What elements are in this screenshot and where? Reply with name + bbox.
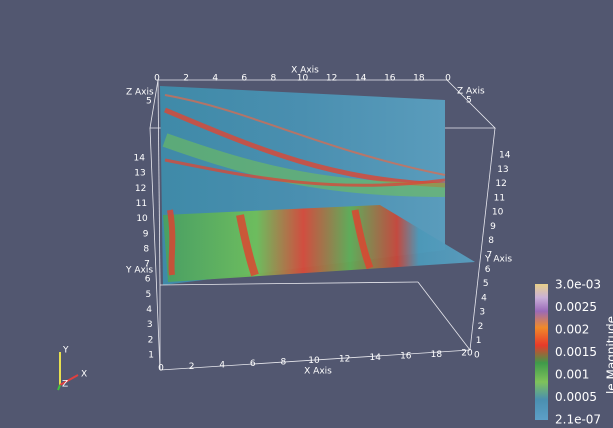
axis-tick-label: 0 (158, 364, 164, 374)
axis-tick-label: 1 (148, 351, 154, 361)
axis-tick-label: 12 (135, 184, 146, 194)
axis-tick-label: 2 (148, 335, 154, 345)
axis-tick-label: 10 (297, 74, 309, 84)
legend-label: 2.1e-07 (555, 413, 601, 427)
axis-tick-label: 0 (154, 74, 160, 84)
legend-label: 3.0e-03 (555, 278, 601, 292)
legend-title: le Magnitude (605, 316, 613, 394)
axis-tick-label: 5 (483, 279, 489, 289)
axis-tick-label: 13 (497, 165, 508, 175)
axis-tick-label: 2 (189, 362, 195, 372)
axis-tick-label: 4 (219, 361, 225, 371)
axis-tick-label: 20 (461, 349, 473, 359)
field-band (170, 210, 172, 275)
axis-tick-label: 5 (466, 96, 472, 106)
axis-tick-label: 12 (326, 74, 337, 84)
axis-tick-label: 10 (136, 214, 148, 224)
axis-tick-label: 3 (147, 320, 153, 330)
orientation-z (58, 385, 60, 390)
axis-tick-label: 4 (481, 293, 487, 303)
color-bar (535, 284, 548, 420)
axis-tick-label: 10 (492, 208, 504, 218)
box-edge (158, 80, 160, 285)
axis-tick-label: 5 (145, 290, 151, 300)
axis-tick-label: 6 (145, 275, 151, 285)
axis-tick-label: 9 (490, 222, 496, 232)
axis-tick-label: 8 (143, 244, 149, 254)
axis-tick-label: 2 (183, 74, 189, 84)
axis-tick-label: 7 (144, 260, 150, 270)
axis-tick-label: 12 (495, 179, 506, 189)
axis-tick-label: 6 (485, 265, 491, 275)
render-view: Y X Z X Axis X Axis Z Axis Z Axis Y Axis… (0, 0, 613, 428)
box-edge (160, 282, 418, 285)
axis-tick-label: 14 (355, 74, 367, 84)
legend-label: 0.0015 (555, 345, 597, 359)
axis-tick-label: 9 (143, 229, 149, 239)
axis-tick-label: 4 (212, 74, 218, 84)
axis-tick-label: 7 (487, 251, 493, 261)
axis-tick-label: 10 (308, 356, 320, 366)
axis-tick-label: 2 (478, 322, 484, 332)
orientation-x-label: X (81, 370, 87, 380)
axis-tick-label: 14 (369, 353, 381, 363)
axis-tick-label: 16 (384, 74, 396, 84)
axis-tick-label: 8 (281, 358, 287, 368)
axis-tick-label: 11 (494, 193, 505, 203)
box-edge (418, 282, 470, 350)
legend-label: 0.0025 (555, 300, 597, 314)
axis-tick-label: 6 (241, 74, 247, 84)
axis-tick-label: 4 (146, 305, 152, 315)
axis-tick-label: 5 (146, 97, 152, 107)
axis-title: X Axis (304, 367, 332, 377)
orientation-y-label: Y (62, 346, 69, 356)
axis-tick-label: 18 (431, 350, 443, 360)
axis-tick-label: 11 (136, 199, 147, 209)
axis-tick-label: 8 (488, 236, 494, 246)
orientation-z-label: Z (62, 380, 68, 390)
legend-label: 0.0005 (555, 390, 597, 404)
axis-tick-label: 3 (479, 308, 485, 318)
legend-label: 0.002 (555, 323, 589, 337)
axis-tick-label: 1 (476, 336, 482, 346)
legend-label: 0.001 (555, 368, 589, 382)
axis-tick-label: 16 (400, 352, 412, 362)
axis-tick-label: 18 (413, 74, 425, 84)
axis-tick-label: 0 (445, 74, 451, 84)
axis-tick-label: 13 (134, 169, 145, 179)
axis-tick-label: 14 (134, 154, 146, 164)
axis-tick-label: 12 (339, 355, 350, 365)
axis-tick-label: 14 (499, 151, 511, 161)
axis-tick-label: 0 (474, 351, 480, 361)
axis-tick-label: 8 (271, 74, 277, 84)
axis-tick-label: 6 (250, 359, 256, 369)
